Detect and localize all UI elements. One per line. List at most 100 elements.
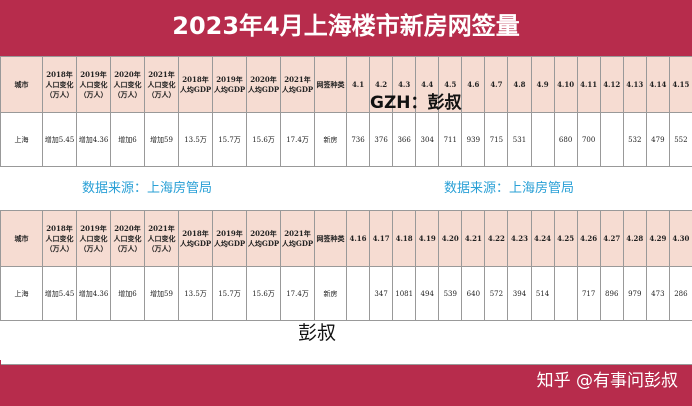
table-cell: 城市 [0,56,43,113]
table-cell [530,112,555,167]
table-cell [623,320,647,365]
table-row: 上海 增加5.45 增加4.36 增加6 增加59 13.5万 15.7万 15.6万 17.4… [0,112,692,167]
table-cell: 15.7万 [212,266,247,321]
table-cell [438,320,462,365]
table-cell: 473 [645,266,670,321]
table-cell: 2018年人口变化（万人） [42,56,77,113]
table-cell [144,166,179,211]
table-cell [246,166,281,211]
table-cell: 4.12 [599,56,624,113]
table-cell: 增加5.45 [42,112,77,167]
table-cell: 4.18 [392,210,417,267]
table-cell [392,320,416,365]
table-cell: 572 [484,266,509,321]
table-cell [345,266,371,321]
table-cell: 366 [392,112,417,167]
table-cell: 4.26 [576,210,601,267]
table-cell: 15.7万 [212,112,247,167]
footer-credit: 知乎 @有事问彭叔 [536,371,678,391]
table-cell [0,166,43,211]
table-cell: 2019年人均GDP [212,210,247,267]
table-cell: 4.28 [622,210,647,267]
data-table: 城市 2018年人口变化（万人） 2019年人口变化（万人） 2020年人口变化（万人… [0,56,692,365]
table-cell: 17.4万 [280,112,315,167]
table-cell: 552 [668,112,692,167]
table-cell: 2021年人均GDP [280,56,315,113]
table-cell: 2021年人口变化（万人） [144,56,179,113]
table-cell [646,320,670,365]
table-cell [599,112,624,167]
table-cell: 4.3 [392,56,417,113]
table-cell [461,166,485,211]
table-cell: 531 [507,112,532,167]
table-cell: 347 [369,266,394,321]
table-cell: 2020年人均GDP [246,210,281,267]
table-cell: 13.5万 [178,266,213,321]
table-cell [600,166,624,211]
table-cell: 4.10 [553,56,578,113]
table-cell [0,320,43,365]
table-cell: 上海 [0,266,43,321]
table-cell [577,166,601,211]
table-cell: 304 [415,112,440,167]
table-cell: 4.27 [599,210,624,267]
table-cell [76,166,111,211]
table-cell: 715 [484,112,509,167]
table-cell: 4.16 [345,210,371,267]
table-cell: 286 [668,266,692,321]
table-cell: 增加6 [110,112,145,167]
table-cell: 4.30 [668,210,692,267]
table-cell: 4.14 [645,56,670,113]
table-cell: 2018年人口变化（万人） [42,210,77,267]
table-cell: 4.29 [645,210,670,267]
table-cell: 4.15 [668,56,692,113]
table-cell: 717 [576,266,601,321]
table-cell: 2020年人口变化（万人） [110,56,145,113]
page-title: 2023年4月上海楼市新房网签量 [0,0,692,55]
table-cell: 增加4.36 [76,266,111,321]
table-cell: 4.23 [507,210,532,267]
table-cell: 494 [415,266,440,321]
source-watermark: 数据来源：上海房管局 [444,181,575,196]
table-cell [415,166,439,211]
table-cell: 2020年人均GDP [246,56,281,113]
header-row: 城市 2018年人口变化（万人） 2019年人口变化（万人） 2020年人口变化（万人… [0,210,692,267]
table-cell: 532 [622,112,647,167]
table-cell: 1081 [392,266,417,321]
table-cell [669,166,692,211]
table-cell: 2020年人口变化（万人） [110,210,145,267]
table-cell: 13.5万 [178,112,213,167]
table-cell: 新房 [314,266,347,321]
table-cell: 4.22 [484,210,509,267]
table-cell: 736 [345,112,371,167]
table-cell: 15.6万 [246,112,281,167]
table-cell: 4.9 [530,56,555,113]
table-cell [369,166,393,211]
table-cell: 2021年人均GDP [280,210,315,267]
table-cell [110,320,145,365]
table-cell: 4.8 [507,56,532,113]
table-cell [531,320,555,365]
table-cell: 4.7 [484,56,509,113]
table-cell: 514 [530,266,555,321]
table-cell: 网签种类 [314,210,347,267]
table-cell [507,166,531,211]
table-cell [646,166,670,211]
table-cell [110,166,145,211]
table-cell [507,320,531,365]
table-cell: 增加5.45 [42,266,77,321]
table-cell [392,166,416,211]
table-cell: 979 [622,266,647,321]
table-cell: 新房 [314,112,347,167]
table-cell: 4.21 [461,210,486,267]
gzh-watermark: GZH：彭叔 [370,93,462,113]
table-cell: 4.13 [622,56,647,113]
table-cell [461,320,485,365]
table-cell: 539 [438,266,463,321]
table-cell [178,166,213,211]
table-cell: 2018年人均GDP [178,56,213,113]
table-cell [438,166,462,211]
table-cell: 增加6 [110,266,145,321]
table-cell [484,320,508,365]
table-cell: 2021年人口变化（万人） [144,210,179,267]
